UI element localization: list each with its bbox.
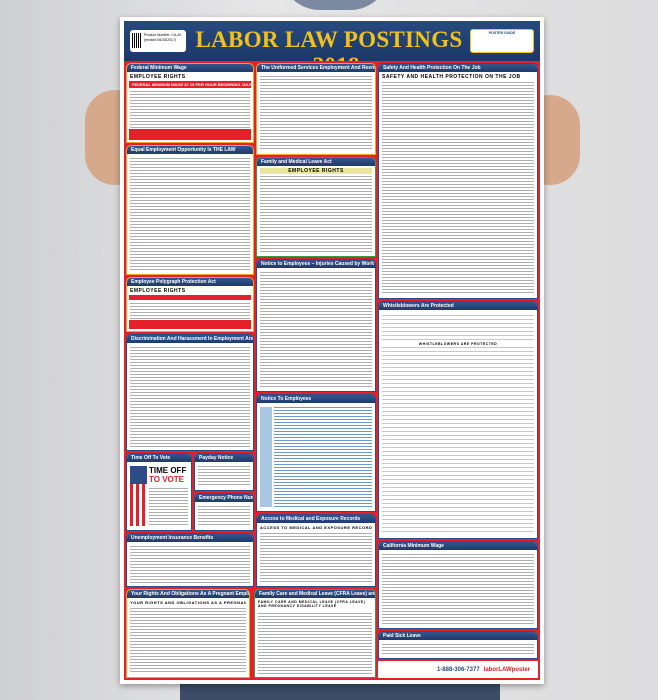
- qr-code-icon: [132, 33, 142, 48]
- labor-law-poster: Product Number: CA-AI (revised 06/15/201…: [120, 17, 544, 684]
- person-head: [280, 0, 390, 10]
- footer-phone: 1-888-306-7377: [436, 666, 480, 673]
- section-federal-minimum-wage: Federal Minimum Wage EMPLOYEE RIGHTS FED…: [126, 63, 254, 143]
- product-label: Product Number: CA-AI (revised 06/15/201…: [130, 30, 186, 52]
- section-emergency-phone: Emergency Phone Numbers: [194, 493, 254, 531]
- poster-frame: Federal Minimum Wage EMPLOYEE RIGHTS FED…: [124, 61, 540, 680]
- section-paid-sick-leave: Paid Sick Leave: [378, 631, 538, 659]
- section-time-off-to-vote: Time Off To Vote TIME OFF TO VOTE: [126, 453, 192, 531]
- section-notice-to-employees: Notice To Employees: [256, 394, 376, 512]
- section-pregnant-employee: Your Rights And Obligations As A Pregnan…: [126, 589, 250, 678]
- poster-banner: Product Number: CA-AI (revised 06/15/201…: [124, 21, 540, 78]
- section-safety-health: Safety And Health Protection On The Job …: [378, 63, 538, 299]
- section-unemployment: Unemployment Insurance Benefits: [126, 533, 254, 587]
- section-userra: The Uniformed Services Employment And Re…: [256, 63, 376, 155]
- section-polygraph: Employee Polygraph Protection Act EMPLOY…: [126, 277, 254, 332]
- section-payday-notice: Payday Notice: [194, 453, 254, 491]
- section-whistleblowers: Whistleblowers Are Protected WHISTLEBLOW…: [378, 301, 538, 539]
- section-medical-records: Access to Medical and Exposure Records A…: [256, 514, 376, 587]
- section-fmla: Family and Medical Leave Act EMPLOYEE RI…: [256, 157, 376, 257]
- poster-footer: 1-888-306-7377 laborLAWposter: [378, 661, 538, 678]
- section-injuries: Notice to Employees – Injuries Caused by…: [256, 259, 376, 392]
- section-cfra: Family Care and Medical Leave (CFRA Leav…: [254, 589, 376, 678]
- section-eeo: Equal Employment Opportunity Is THE LAW: [126, 145, 254, 275]
- section-discrimination: Discrimination And Harassment In Employm…: [126, 334, 254, 451]
- footer-logo: laborLAWposter: [483, 666, 530, 673]
- section-california-minimum-wage: California Minimum Wage: [378, 541, 538, 629]
- time-off-to-vote-headline: TIME OFF TO VOTE: [149, 466, 187, 484]
- poster-guide-badge: POSTER GUIDE: [470, 29, 534, 53]
